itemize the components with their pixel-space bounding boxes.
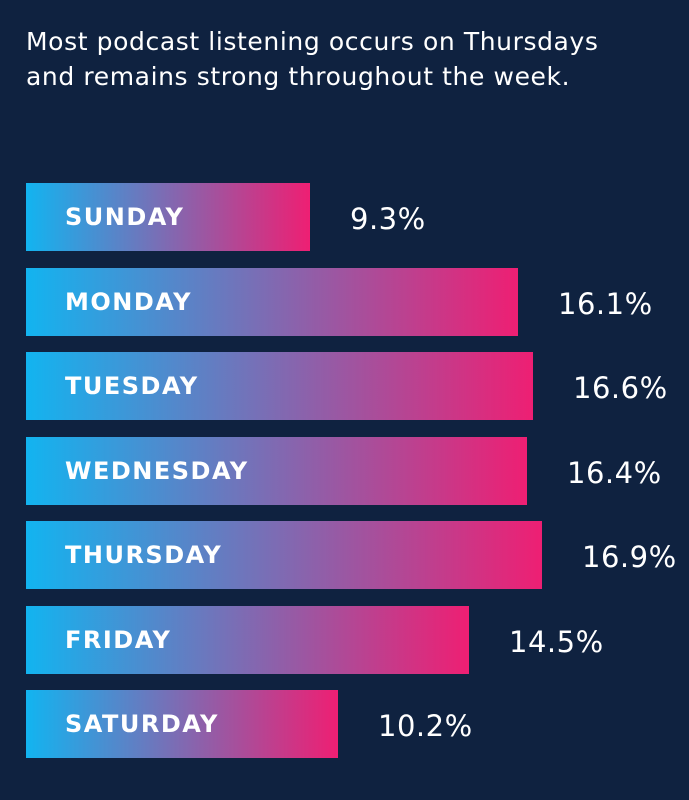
bar-wednesday (26, 437, 527, 505)
bar-label-saturday: SATURDAY (65, 710, 219, 738)
value-label-thursday: 16.9% (582, 540, 677, 574)
value-label-sunday: 9.3% (350, 202, 426, 236)
bar-thursday (26, 521, 542, 589)
bar-sunday (26, 183, 310, 251)
chart-title: Most podcast listening occurs on Thursda… (26, 27, 599, 91)
bar-friday (26, 606, 469, 674)
value-label-monday: 16.1% (558, 287, 653, 321)
bar-tuesday (26, 352, 533, 420)
bar-label-wednesday: WEDNESDAY (65, 457, 249, 485)
bar-label-sunday: SUNDAY (65, 203, 185, 231)
value-label-friday: 14.5% (509, 625, 604, 659)
value-label-saturday: 10.2% (378, 709, 473, 743)
bar-label-friday: FRIDAY (65, 626, 172, 654)
value-label-wednesday: 16.4% (567, 456, 662, 490)
bar-label-thursday: THURSDAY (65, 541, 223, 569)
bar-monday (26, 268, 518, 336)
bar-label-tuesday: TUESDAY (65, 372, 199, 400)
bar-label-monday: MONDAY (65, 288, 192, 316)
value-label-tuesday: 16.6% (573, 371, 668, 405)
bar-saturday (26, 690, 338, 758)
